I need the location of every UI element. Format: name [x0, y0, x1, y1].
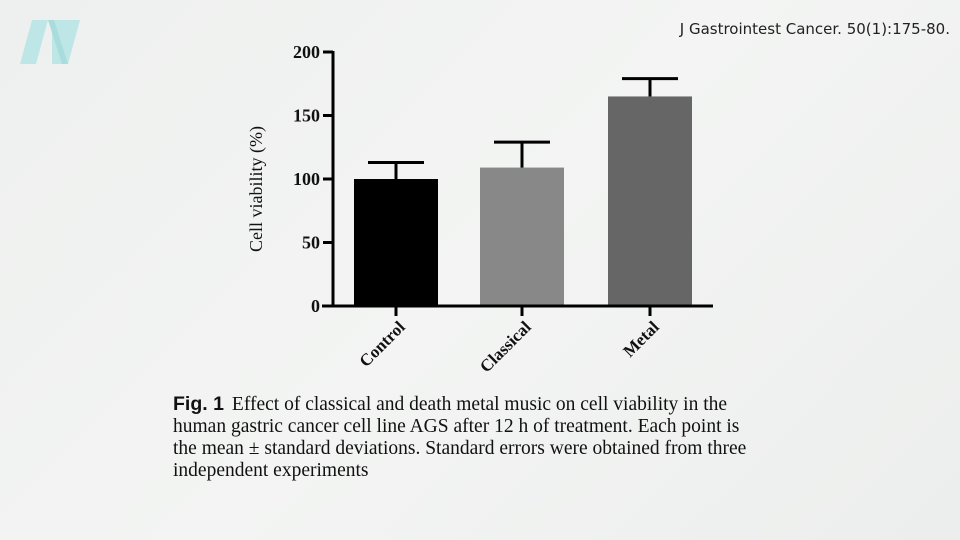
- x-tick-label: Control: [356, 317, 409, 370]
- y-tick-label: 100: [293, 169, 320, 189]
- bar-metal: [608, 96, 692, 306]
- y-axis-label: Cell viability (%): [246, 126, 267, 252]
- caption-line: human gastric cancer cell line AGS after…: [173, 416, 740, 437]
- x-tick-label: Metal: [619, 317, 663, 361]
- logo: [20, 20, 80, 64]
- bar-chart: Control Classical Metal 0 50 100 150 200 Cell vi…: [246, 42, 713, 376]
- y-tick-label: 150: [293, 106, 320, 126]
- caption-line: Effect of classical and death metal musi…: [231, 394, 728, 415]
- caption-line: the mean ± standard deviations. Standard…: [173, 438, 747, 459]
- bar-classical: [480, 167, 564, 306]
- caption-line: independent experiments: [173, 460, 369, 481]
- y-tick-label: 50: [302, 233, 320, 253]
- x-tick-label: Classical: [476, 317, 535, 376]
- y-tick-label: 0: [311, 296, 320, 316]
- y-tick-label: 200: [293, 42, 320, 62]
- figure-caption: Fig. 1 Effect of classical and death meta…: [173, 393, 746, 482]
- bar-control: [354, 179, 438, 306]
- citation: J Gastrointest Cancer. 50(1):175-80.: [679, 20, 950, 38]
- figure-label: Fig. 1: [173, 393, 224, 415]
